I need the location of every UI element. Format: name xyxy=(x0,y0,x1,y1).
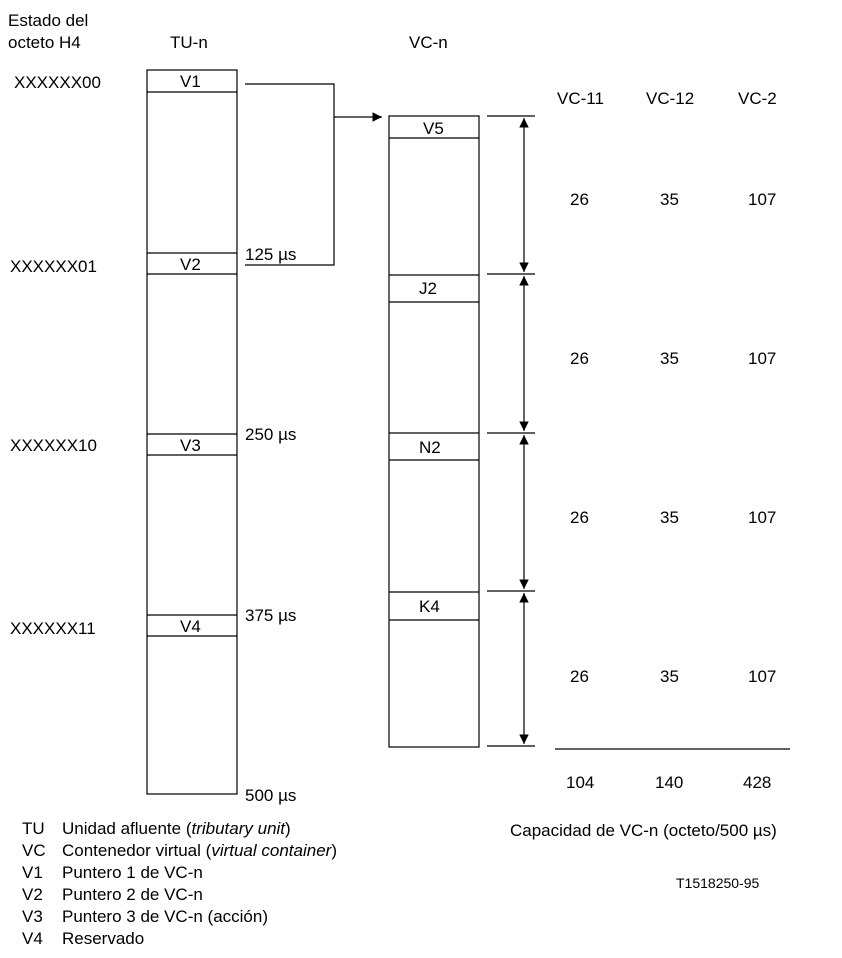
time-mark-250: 250 µs xyxy=(245,425,296,444)
tu-frame xyxy=(146,69,238,795)
vc-column: V5 J2 N2 K4 xyxy=(388,115,480,748)
vc-byte-j2: J2 xyxy=(419,279,437,298)
legend-abbr: TU xyxy=(22,819,45,838)
time-mark-125: 125 µs xyxy=(245,245,296,264)
h4-state-2: XXXXXX10 xyxy=(10,436,97,455)
tu-byte-v4: V4 xyxy=(180,617,201,636)
vc-byte-n2: N2 xyxy=(419,438,441,457)
capacity-caption: Capacidad de VC-n (octeto/500 µs) xyxy=(510,821,777,840)
vc12-header: VC-12 xyxy=(646,89,694,108)
vc-frame xyxy=(388,115,480,748)
capacity-cell: 35 xyxy=(660,190,679,209)
tu-byte-v3: V3 xyxy=(180,436,201,455)
capacity-cell: 35 xyxy=(660,349,679,368)
capacity-cell: 107 xyxy=(748,190,776,209)
capacity-total: 428 xyxy=(743,773,771,792)
capacity-total: 140 xyxy=(655,773,683,792)
h4-state-3: XXXXXX11 xyxy=(10,619,96,638)
pointer-bracket xyxy=(245,83,335,266)
time-mark-375: 375 µs xyxy=(245,606,296,625)
legend-desc: Puntero 3 de VC-n (acción) xyxy=(62,907,268,926)
legend-abbr: V2 xyxy=(22,885,43,904)
h4-state-0: XXXXXX00 xyxy=(14,73,101,92)
vc11-header: VC-11 xyxy=(557,89,604,108)
legend-abbr: V3 xyxy=(22,907,43,926)
capacity-cell: 35 xyxy=(660,667,679,686)
time-mark-500: 500 µs xyxy=(245,786,296,805)
legend: TU Unidad afluente (tributary unit) VC C… xyxy=(22,819,337,948)
capacity-cell: 107 xyxy=(748,667,776,686)
legend-desc: Contenedor virtual (virtual container) xyxy=(62,841,337,860)
capacity-table: 26 35 107 26 35 107 26 35 107 26 35 107 … xyxy=(555,190,790,792)
capacity-cell: 26 xyxy=(570,190,589,209)
tu-byte-v2: V2 xyxy=(180,255,201,274)
h4-state-header-line1: Estado del xyxy=(8,11,88,30)
legend-desc: Reservado xyxy=(62,929,144,948)
h4-state-header-line2: octeto H4 xyxy=(8,33,81,52)
capacity-cell: 107 xyxy=(748,508,776,527)
legend-desc: Puntero 2 de VC-n xyxy=(62,885,203,904)
capacity-total: 104 xyxy=(566,773,594,792)
tu-column: V1 V2 V3 V4 xyxy=(146,69,238,795)
legend-abbr: V4 xyxy=(22,929,43,948)
capacity-cell: 26 xyxy=(570,667,589,686)
legend-abbr: V1 xyxy=(22,863,43,882)
vc-byte-k4: K4 xyxy=(419,597,440,616)
capacity-cell: 107 xyxy=(748,349,776,368)
vc-header: VC-n xyxy=(409,33,448,52)
figure-id: T1518250-95 xyxy=(676,875,760,891)
vc2-header: VC-2 xyxy=(738,89,777,108)
capacity-cell: 26 xyxy=(570,508,589,527)
legend-desc: Unidad afluente (tributary unit) xyxy=(62,819,291,838)
capacity-cell: 35 xyxy=(660,508,679,527)
h4-state-1: XXXXXX01 xyxy=(10,257,97,276)
vc-byte-v5: V5 xyxy=(423,119,444,138)
legend-desc: Puntero 1 de VC-n xyxy=(62,863,203,882)
tu-header: TU-n xyxy=(170,33,208,52)
legend-abbr: VC xyxy=(22,841,46,860)
capacity-cell: 26 xyxy=(570,349,589,368)
tu-byte-v1: V1 xyxy=(180,72,201,91)
segment-arrows xyxy=(487,115,535,747)
